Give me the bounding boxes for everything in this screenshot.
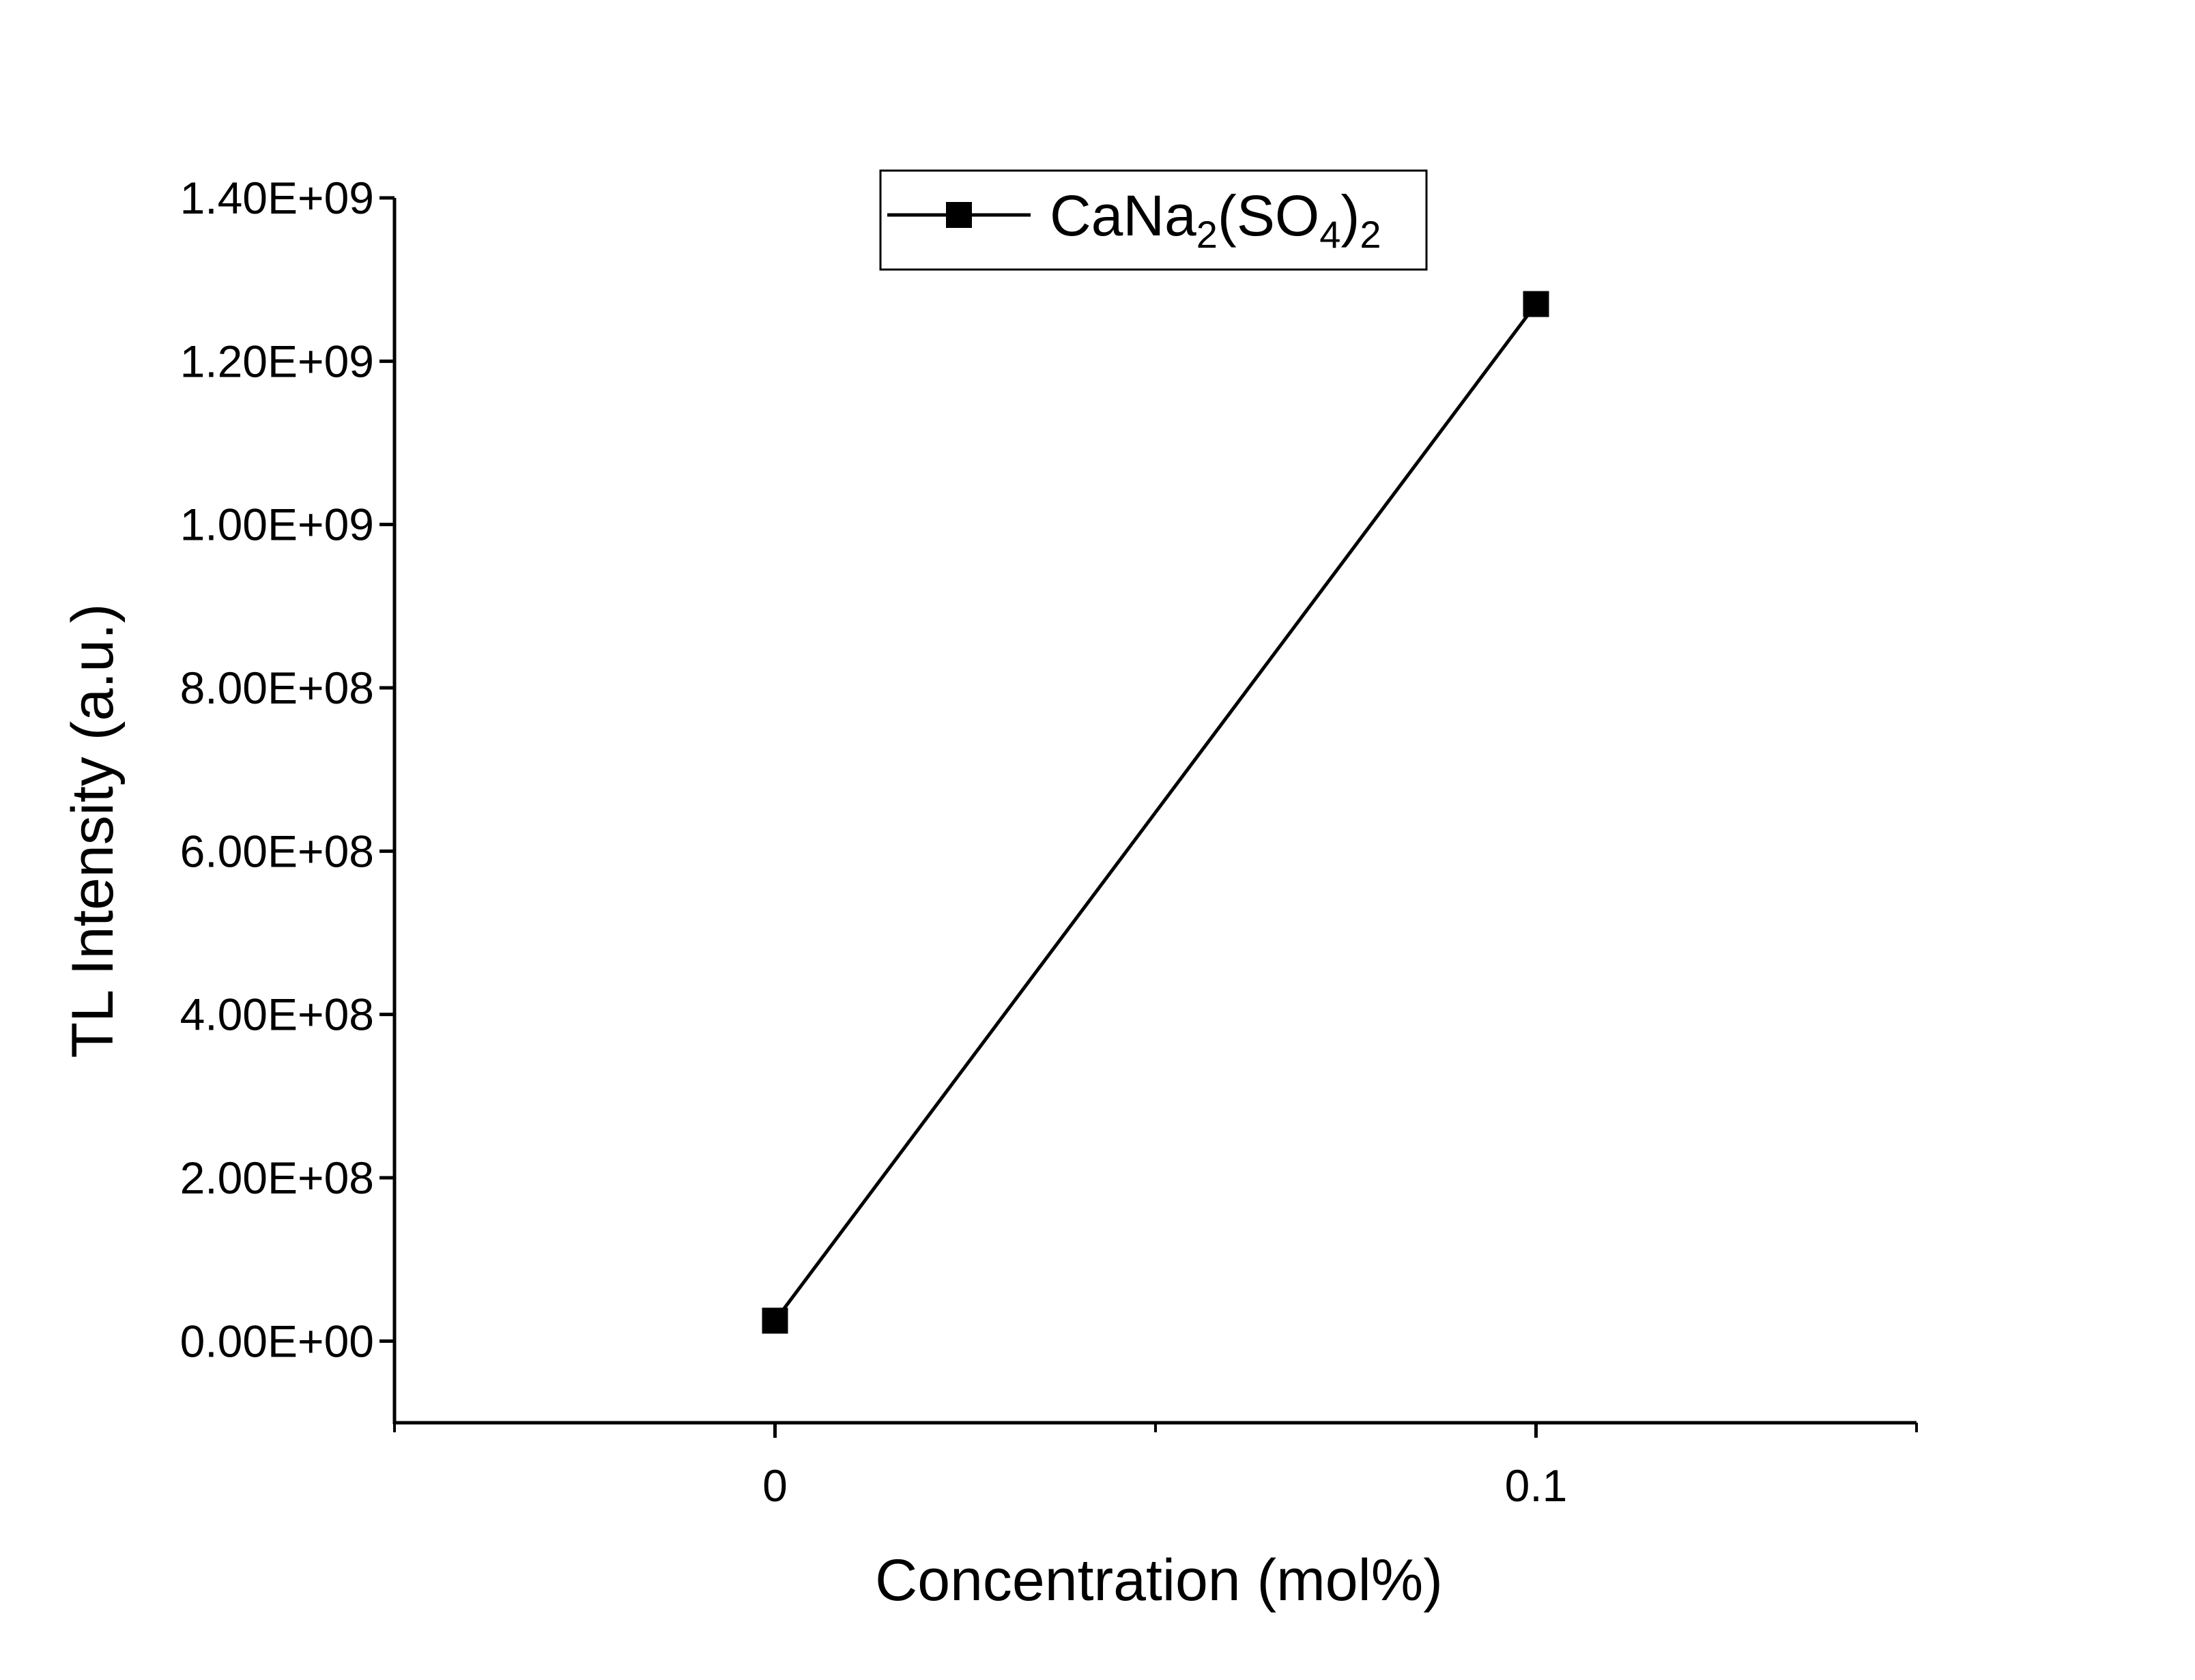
- legend-series-name: CaNa2(SO4)2: [1050, 184, 1381, 256]
- y-tick-label: 8.00E+08: [180, 663, 374, 713]
- y-tick-label: 1.20E+09: [180, 336, 374, 386]
- x-tick-label: 0.1: [1505, 1460, 1568, 1511]
- legend-marker-square: [946, 202, 972, 228]
- series-layer: [762, 291, 1549, 1334]
- data-point-marker: [762, 1307, 788, 1334]
- series-line: [773, 303, 1538, 1322]
- y-tick-label: 4.00E+08: [180, 989, 374, 1040]
- legend: CaNa2(SO4)2: [879, 169, 1428, 271]
- y-axis-title: TL Intensity (a.u.): [60, 604, 126, 1058]
- y-tick-label: 1.40E+09: [180, 173, 374, 223]
- y-tick-label: 0.00E+00: [180, 1316, 374, 1366]
- x-ticks: 0 0.1: [393, 1423, 1918, 1511]
- y-ticks: 0.00E+00 2.00E+08 4.00E+08 6.00E+08 8.00E+08…: [180, 173, 394, 1366]
- data-point-marker: [1523, 291, 1549, 317]
- x-axis-title: Concentration (mol%): [875, 1548, 1443, 1613]
- y-tick-label: 1.00E+09: [180, 499, 374, 550]
- y-tick-label: 2.00E+08: [180, 1153, 374, 1203]
- x-tick-label: 0: [762, 1460, 788, 1511]
- y-tick-label: 6.00E+08: [180, 826, 374, 876]
